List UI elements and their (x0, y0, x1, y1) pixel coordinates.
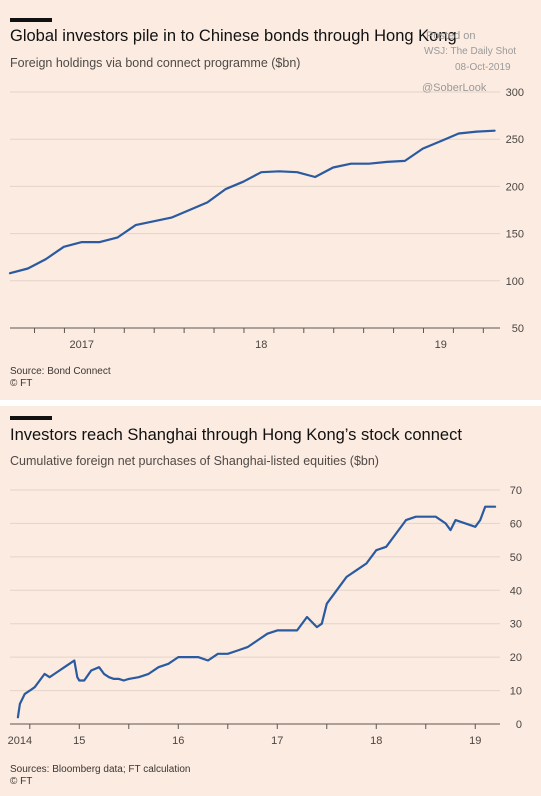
y-tick-label: 40 (510, 585, 522, 597)
watermark-handle: @SoberLook (422, 82, 487, 94)
x-tick-label: 19 (435, 339, 447, 351)
source-text: Source: Bond Connect (10, 366, 111, 377)
series-line (8, 129, 496, 275)
x-tick-label: 18 (370, 735, 382, 747)
stock-chart-panel: Investors reach Shanghai through Hong Ko… (0, 406, 541, 796)
y-tick-label: 30 (510, 619, 522, 631)
stock-line-chart: 0 10 20 30 40 50 60 70 2014 15 16 17 18 19 (8, 485, 522, 747)
chart-title: Global investors pile in to Chinese bond… (10, 27, 457, 45)
title-accent-bar (10, 416, 52, 420)
x-tick-label: 19 (469, 735, 481, 747)
y-tick-label: 300 (506, 87, 524, 99)
y-tick-label: 20 (510, 652, 522, 664)
y-tick-label: 200 (506, 181, 524, 193)
watermark-date: 08-Oct-2019 (455, 62, 511, 73)
series-line (16, 505, 497, 719)
y-tick-label: 70 (510, 485, 522, 497)
x-tick-label: 16 (172, 735, 184, 747)
x-tick-label: 18 (255, 339, 267, 351)
source-text: Sources: Bloomberg data; FT calculation (10, 764, 191, 775)
y-tick-label: 50 (510, 552, 522, 564)
x-tick-label: 2014 (8, 735, 32, 747)
x-tick-label: 17 (271, 735, 283, 747)
watermark-source: WSJ: The Daily Shot (424, 46, 517, 57)
title-accent-bar (10, 18, 52, 22)
y-tick-label: 60 (510, 518, 522, 530)
y-tick-label: 0 (516, 719, 522, 731)
x-tick-label: 15 (73, 735, 85, 747)
chart-title: Investors reach Shanghai through Hong Ko… (10, 426, 462, 444)
y-tick-label: 100 (506, 276, 524, 288)
y-tick-label: 10 (510, 686, 522, 698)
y-tick-label: 150 (506, 229, 524, 241)
y-tick-label: 50 (512, 323, 524, 335)
x-tick-label: 2017 (70, 339, 94, 351)
bond-chart-panel: Global investors pile in to Chinese bond… (0, 0, 541, 400)
chart-source: Source: Bond Connect © FT (10, 366, 111, 390)
bond-line-chart: 50 100 150 200 250 300 2017 18 19 (8, 87, 524, 351)
chart-source: Sources: Bloomberg data; FT calculation … (10, 764, 190, 788)
copyright-text: © FT (10, 378, 33, 389)
chart-subtitle: Foreign holdings via bond connect progra… (10, 56, 301, 70)
chart-subtitle: Cumulative foreign net purchases of Shan… (10, 454, 379, 468)
y-tick-label: 250 (506, 134, 524, 146)
watermark-posted: Posted on (426, 30, 476, 42)
copyright-text: © FT (10, 776, 33, 787)
